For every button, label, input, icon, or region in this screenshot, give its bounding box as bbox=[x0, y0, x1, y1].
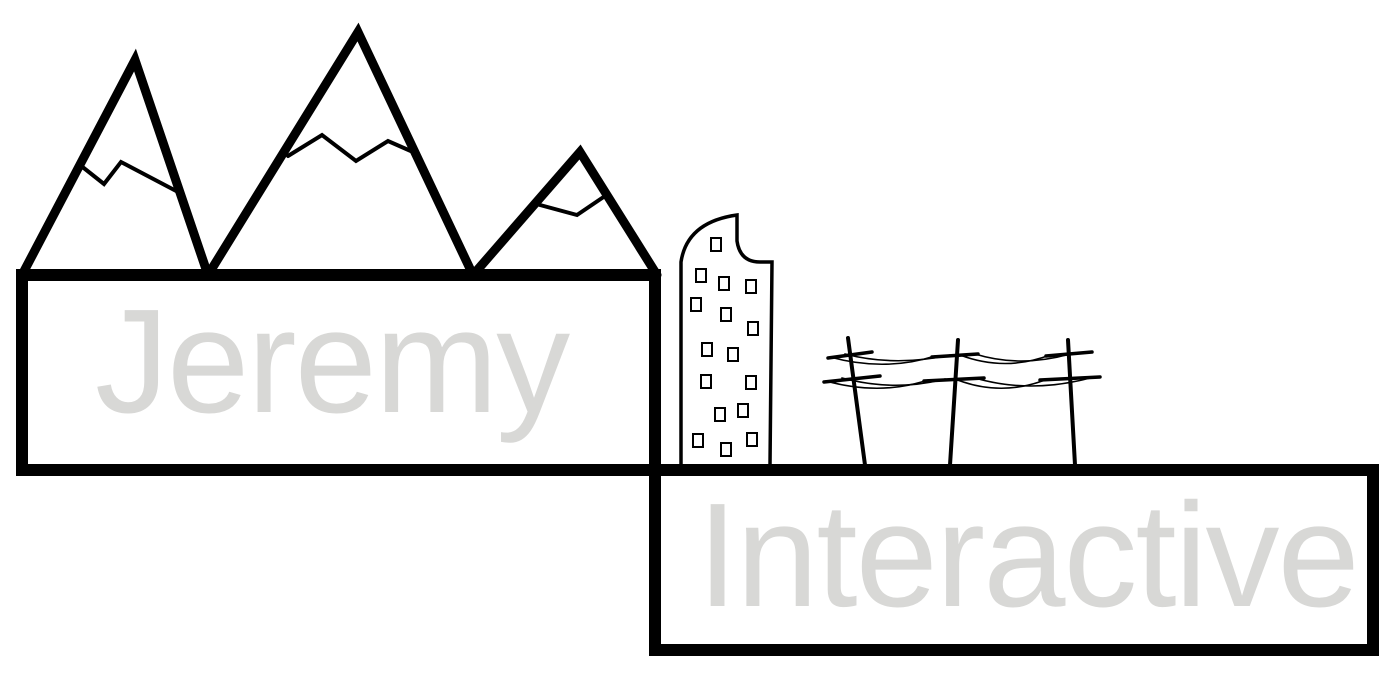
power-lines-icon bbox=[822, 336, 1102, 467]
logo-word-interactive: Interactive bbox=[697, 473, 1360, 638]
logo-word-jeremy: Jeremy bbox=[95, 279, 570, 444]
bottom-frame bbox=[649, 464, 1379, 656]
top-frame bbox=[16, 269, 661, 476]
mountain-range-icon bbox=[17, 22, 662, 280]
skyscraper-icon bbox=[679, 212, 774, 467]
